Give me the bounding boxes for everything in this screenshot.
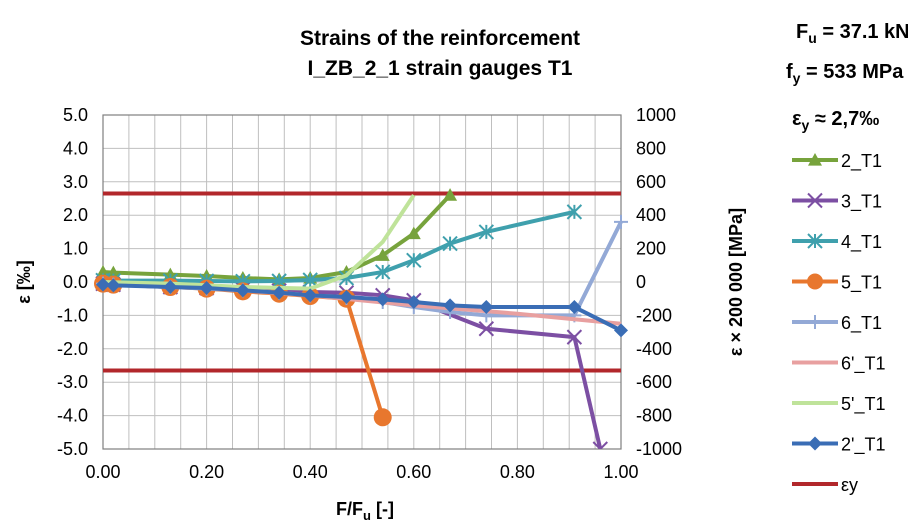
yield-lines: [103, 191, 621, 373]
series-line-4-t1: [102, 209, 575, 284]
y-left-tick-label: 1.0: [63, 239, 88, 259]
x-tick-label: 0.00: [85, 462, 120, 482]
data-point: [566, 204, 583, 220]
tick-labels: 0.00 0.20 0.40 0.60 0.80 1.005.04.03.02.01.00…: [57, 105, 682, 482]
legend-label: 2_T1: [841, 151, 882, 172]
data-point: [808, 153, 822, 166]
legend-label: εy: [841, 475, 858, 495]
legend-item-4-t1: 4_T1: [792, 232, 882, 253]
ultimate-force-label: Fu = 37.1 kN: [796, 21, 908, 46]
gridlines: [102, 114, 622, 450]
y-axis-right-label: ε × 200 000 [MPa]: [726, 208, 746, 356]
series-2-t1: [96, 188, 458, 285]
yield-stress-label: fy = 533 MPa: [786, 61, 904, 86]
y-right-tick-label: 200: [636, 239, 666, 259]
legend-item-3-t1: 3_T1: [792, 192, 882, 213]
data-point: [807, 233, 823, 249]
y-left-tick-label: 5.0: [63, 105, 88, 125]
data-point: [479, 300, 494, 315]
data-point: [808, 436, 822, 451]
legend-label: 5'_T1: [841, 394, 885, 415]
y-left-tick-label: 3.0: [63, 172, 88, 192]
data-point: [96, 277, 110, 292]
data-point: [614, 323, 628, 338]
data-point: [443, 188, 458, 201]
data-point: [406, 252, 422, 268]
x-tick-label: 0.60: [396, 462, 431, 482]
y-right-tick-label: 400: [636, 205, 666, 225]
x-tick-label: 0.40: [293, 462, 328, 482]
legend-label: 4_T1: [841, 232, 882, 253]
y-right-tick-label: -400: [636, 339, 672, 359]
legend-label: 6_T1: [841, 313, 882, 334]
data-point: [478, 321, 495, 337]
x-axis-label: F/Fu [-]: [336, 499, 394, 523]
y-axis-left-label: ε [‰]: [14, 260, 34, 304]
data-point: [235, 283, 250, 298]
data-point: [406, 226, 421, 240]
chart-title-line-2: I_ZB_2_1 strain gauges T1: [308, 57, 573, 80]
data-point: [443, 298, 458, 313]
data-point: [199, 281, 214, 296]
legend-item-2-t1: 2'_T1: [792, 435, 885, 456]
y-right-tick-label: 800: [636, 138, 666, 158]
data-point: [163, 280, 178, 295]
legend-item-6-t1: 6'_T1: [792, 354, 885, 375]
data-point: [478, 224, 495, 240]
y-right-tick-label: 1000: [636, 105, 676, 125]
data-point: [375, 248, 390, 261]
data-point: [807, 273, 823, 290]
chart-title-line-1: Strains of the reinforcement: [300, 27, 580, 50]
data-point: [302, 272, 318, 288]
x-tick-label: 0.80: [500, 462, 535, 482]
y-left-tick-label: -4.0: [57, 406, 88, 426]
y-left-tick-label: -3.0: [57, 372, 88, 392]
data-point: [567, 300, 582, 315]
y-left-tick-label: -2.0: [57, 339, 88, 359]
legend-label: 3_T1: [841, 192, 882, 213]
legend-label: 5_T1: [841, 273, 882, 294]
data-point: [807, 192, 823, 209]
x-tick-label: 1.00: [603, 462, 638, 482]
series-group: [94, 188, 628, 449]
data-point: [373, 408, 392, 427]
y-right-tick-label: -600: [636, 372, 672, 392]
legend-label: 2'_T1: [841, 435, 885, 456]
legend-item-6-t1: 6_T1: [792, 313, 882, 334]
data-point: [106, 265, 121, 279]
y-left-tick-label: 2.0: [63, 205, 88, 225]
yield-strain-label: εy ≈ 2,7‰: [792, 108, 879, 133]
y-left-tick-label: 0.0: [63, 272, 88, 292]
data-point: [808, 315, 822, 329]
legend-item-2-t1: 2_T1: [792, 151, 882, 172]
y-right-tick-label: -1000: [636, 439, 682, 459]
y-left-tick-label: 4.0: [63, 138, 88, 158]
y-left-tick-label: -1.0: [57, 305, 88, 325]
legend-label: 6'_T1: [841, 354, 885, 375]
data-point: [592, 441, 608, 449]
y-right-tick-label: 600: [636, 172, 666, 192]
x-tick-label: 0.20: [189, 462, 224, 482]
data-point: [303, 288, 318, 303]
data-point: [406, 295, 421, 310]
data-point: [614, 214, 628, 229]
data-point: [272, 285, 287, 300]
data-point: [375, 264, 391, 280]
y-right-tick-label: 0: [636, 272, 646, 292]
y-right-tick-label: -800: [636, 406, 672, 426]
y-left-tick-label: -5.0: [57, 439, 88, 459]
data-point: [566, 329, 583, 345]
legend-item-5-t1: 5_T1: [792, 273, 882, 294]
data-point: [106, 278, 121, 293]
data-point: [442, 235, 458, 252]
data-point: [375, 292, 390, 307]
series-2-t1: [96, 277, 628, 338]
legend-item-5-t1: 5'_T1: [792, 394, 885, 415]
data-point: [339, 290, 354, 305]
legend: 2_T1 3_T1 4_T1 5_T1 6_T1 6'_T1 5'_T1 2'_T1 εy: [792, 151, 885, 495]
legend-item-y: εy: [792, 475, 858, 495]
y-right-tick-label: -200: [636, 305, 672, 325]
